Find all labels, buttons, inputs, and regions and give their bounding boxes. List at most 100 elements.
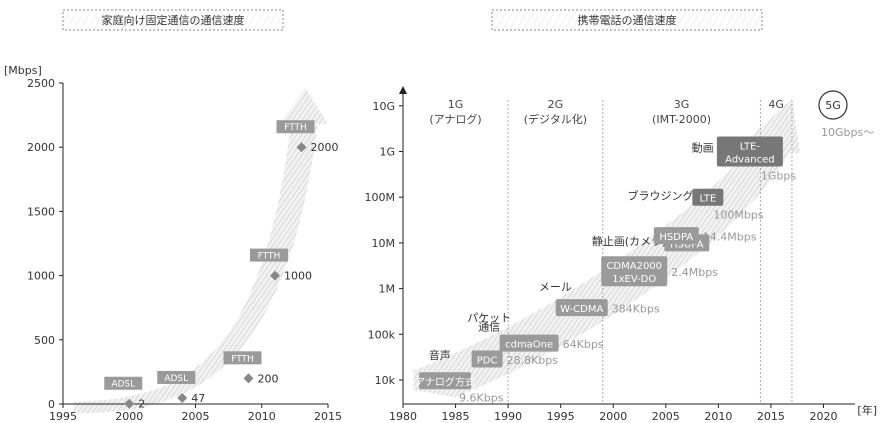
tech-label-box <box>555 299 608 317</box>
point-value-label: 2000 <box>311 141 339 154</box>
diamond-marker <box>243 373 254 384</box>
right-x-tick-label: 2005 <box>652 410 680 423</box>
right-chart-axes: 1980 1985 1990 1995 2000 2005 2010 2015 2020 10k 1… <box>365 86 855 423</box>
tech-label-box <box>223 351 262 365</box>
left-chart-axes: 1995 2000 2005 2010 2015 0 500 1000 1500 2000 2500 <box>27 77 342 423</box>
left-data-point: 200 FTTH <box>223 351 279 385</box>
tech-label-text: FTTH <box>258 252 281 262</box>
era-name: 3G <box>674 98 690 111</box>
technology-item: HSDPA 14.4Mbps <box>653 227 757 245</box>
left-chart-ylabel: [Mbps] <box>4 64 42 77</box>
right-y-tick-label: 1M <box>379 283 396 296</box>
era-name: 4G <box>768 98 784 111</box>
right-x-tick-label: 1995 <box>547 410 575 423</box>
era-subtitle: (IMT-2000) <box>652 113 711 126</box>
right-x-tick-label: 2020 <box>809 410 837 423</box>
left-growth-arrow <box>73 88 328 414</box>
left-data-point: 2000 FTTH <box>276 120 339 154</box>
left-y-tick-label: 500 <box>34 334 55 347</box>
tech-label-box <box>499 334 559 352</box>
technology-item: LTE- Advanced 1Gbps <box>716 136 796 183</box>
technology-item: アナログ方式 9.6Kbps <box>415 372 504 404</box>
tech-speed-label: 100Mbps <box>713 209 763 222</box>
point-value-label: 1000 <box>284 270 312 283</box>
tech-label-text: Advanced <box>725 155 774 166</box>
tech-label-box <box>653 227 699 245</box>
tech-label-text: ADSL <box>111 380 135 390</box>
left-x-tick-label: 2005 <box>182 410 210 423</box>
era-name: 5G <box>825 99 841 112</box>
era-5g-circle <box>818 90 848 120</box>
left-y-tick-label: 2000 <box>27 141 55 154</box>
fixed-line-speed-chart: 家庭向け固定通信の通信速度 [Mbps] 1995 2000 2005 2010 201… <box>4 9 342 423</box>
right-y-tick-label: 100k <box>368 328 396 341</box>
technology-item: LTE 100Mbps <box>692 188 764 222</box>
tech-speed-label: 1Gbps <box>761 170 796 183</box>
tech-label-box <box>419 372 472 390</box>
tech-label-box <box>276 120 315 134</box>
right-y-tick-label: 10M <box>372 237 396 250</box>
tech-label-text: cdmaOne <box>505 340 553 351</box>
mobile-speed-chart: 携帯電話の通信速度 1G(アナログ) 2G(デジタル化) 3G (IMT-2000) 4… <box>365 9 877 423</box>
right-chart-title: 携帯電話の通信速度 <box>491 9 763 31</box>
right-y-tick-label: 100M <box>365 191 396 204</box>
tech-label-text: LTE <box>700 194 717 205</box>
era-subtitle: (デジタル化) <box>524 112 587 126</box>
left-x-tick-label: 2015 <box>314 410 342 423</box>
right-x-tick-label: 1980 <box>389 410 417 423</box>
tech-speed-label: 64Kbps <box>563 338 604 351</box>
tech-label-text: HSDPA <box>659 232 693 243</box>
tech-speed-label: 10Gbps～ <box>821 126 874 139</box>
tech-label-box <box>250 248 288 262</box>
point-value-label: 200 <box>258 372 279 385</box>
usage-annotation: 動画 <box>692 141 714 155</box>
tech-label-text: FTTH <box>231 354 254 364</box>
tech-speed-label: 9.6Kbps <box>459 391 504 404</box>
usage-annotation: 通信 <box>478 321 500 334</box>
left-x-tick-label: 2000 <box>115 410 143 423</box>
diamond-marker <box>177 392 188 403</box>
tech-label-text: FTTH <box>284 123 307 133</box>
tech-speed-label: 384Kbps <box>612 303 660 316</box>
era-dividers: 1G(アナログ) 2G(デジタル化) 3G (IMT-2000) 4G 5G <box>429 90 848 404</box>
usage-annotation: メール <box>539 281 572 294</box>
technology-labels: アナログ方式 9.6Kbps PDC 28.8Kbps cdmaOne 64Kbps W-C… <box>415 126 874 404</box>
left-y-tick-label: 2500 <box>27 77 55 90</box>
left-x-tick-label: 1995 <box>49 410 77 423</box>
right-y-tick-label: 10k <box>375 374 396 387</box>
right-x-tick-label: 1990 <box>494 410 522 423</box>
technology-item: CDMA2000 1xEV-DO 2.4Mbps <box>601 256 718 287</box>
tech-speed-label: 28.8Kbps <box>507 354 559 367</box>
era-name: 1G <box>448 98 464 111</box>
tech-label-text: CDMA2000 <box>606 261 662 272</box>
right-growth-band <box>413 99 801 398</box>
right-y-tick-label: 10G <box>372 100 395 113</box>
right-x-tick-label: 2010 <box>704 410 732 423</box>
tech-label-text: アナログ方式 <box>415 375 475 388</box>
usage-annotation: パケット <box>467 312 511 325</box>
technology-item: W-CDMA 384Kbps <box>555 299 660 317</box>
tech-label-box <box>716 136 783 167</box>
era-name: 2G <box>548 98 564 111</box>
tech-label-text: 1xEV-DO <box>612 274 656 285</box>
left-y-tick-label: 0 <box>48 398 55 411</box>
left-chart-title: 家庭向け固定通信の通信速度 <box>62 9 284 31</box>
right-chart-xlabel: [年] <box>857 403 877 417</box>
tech-label-text: LTE- <box>740 142 761 153</box>
diamond-marker <box>296 142 307 153</box>
era-subtitle: (アナログ) <box>429 112 481 126</box>
technology-item: cdmaOne 64Kbps <box>499 334 604 352</box>
tech-label-text: W-CDMA <box>560 304 603 315</box>
tech-label-box <box>104 376 143 390</box>
tech-label-text: HSUPA <box>670 239 704 250</box>
point-value-label: 2 <box>138 398 145 411</box>
era-5g-badge: 5G <box>818 90 848 120</box>
right-x-tick-label: 2015 <box>757 410 785 423</box>
tech-label-text: PDC <box>477 356 498 367</box>
right-x-tick-label: 1985 <box>442 410 470 423</box>
